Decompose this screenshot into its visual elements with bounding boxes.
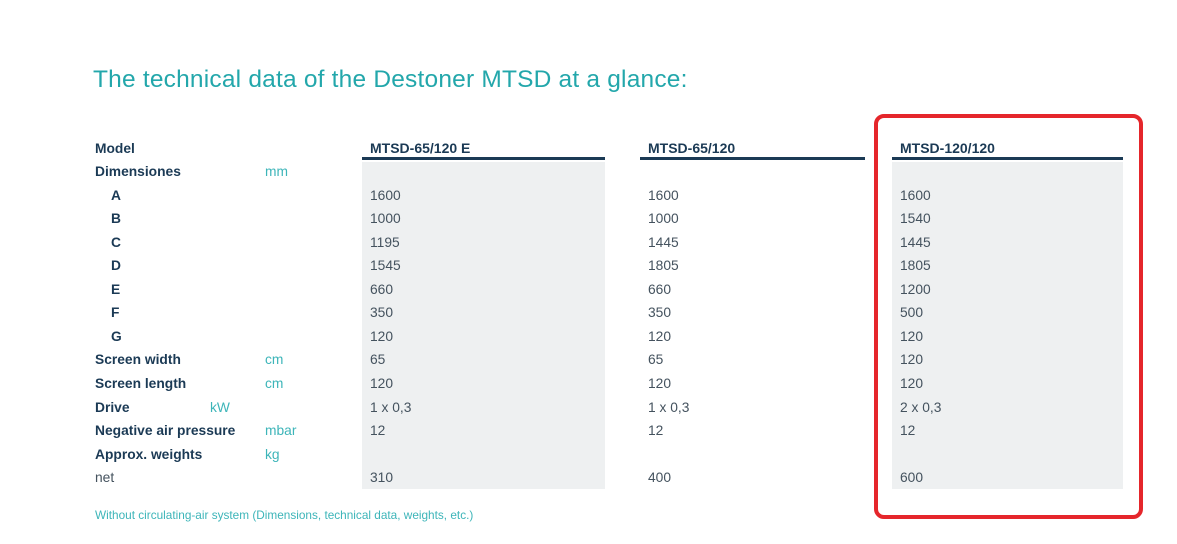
table-row-label: net	[95, 466, 365, 490]
value-cell: 660	[370, 281, 394, 297]
table-row-label: Screen width cm	[95, 348, 365, 372]
value-cell: 120	[370, 376, 394, 391]
column-header: MTSD-120/120	[900, 140, 995, 156]
table-row-label: Screen length cm	[95, 372, 365, 396]
column-shading	[892, 162, 1123, 489]
table-row-label: Drive kW	[95, 395, 365, 419]
table-row-label: Approx. weights kg	[95, 442, 365, 466]
unit-label: cm	[265, 376, 284, 391]
value-cell: 1600	[370, 187, 401, 203]
row-label: net	[95, 470, 115, 486]
row-label: Dimensiones	[95, 164, 181, 180]
value-cell: 1805	[900, 258, 931, 274]
value-cell: 120	[900, 352, 924, 368]
page-title: The technical data of the Destoner MTSD …	[93, 66, 688, 93]
table-row-label: F	[95, 301, 365, 325]
unit-label: kg	[265, 446, 280, 462]
table-row-label: C	[95, 230, 365, 254]
value-cell: 1000	[370, 211, 401, 227]
value-cell: 65	[648, 352, 664, 368]
value-cell: 2 x 0,3	[900, 399, 942, 415]
table-row-label: E	[95, 277, 365, 301]
highlight-box	[874, 114, 1143, 519]
value-cell: 1600	[648, 187, 679, 203]
value-cell: 12	[900, 423, 916, 439]
table-row-label: Dimensiones mm	[95, 160, 365, 184]
unit-label: mm	[265, 164, 288, 180]
value-cell: 120	[648, 328, 672, 344]
column-header-underline	[362, 157, 605, 160]
row-label: G	[111, 328, 122, 344]
value-cell: 1600	[900, 187, 931, 203]
value-cell: 1 x 0,3	[648, 399, 690, 415]
column-header: MTSD-65/120 E	[370, 140, 471, 156]
value-cell: 120	[900, 328, 924, 344]
column-header-underline	[892, 157, 1123, 160]
table-row-label: Negative air pressure mbar	[95, 419, 365, 443]
value-cell: 1195	[370, 234, 400, 250]
row-header-model: Model	[95, 140, 135, 156]
value-cell: 400	[648, 470, 672, 486]
row-label: Approx. weights	[95, 446, 203, 462]
value-cell: 1540	[900, 211, 931, 227]
value-cell: 1545	[370, 258, 401, 274]
row-label: C	[111, 234, 121, 250]
value-cell: 120	[900, 376, 924, 391]
value-cell: 500	[900, 305, 924, 321]
value-cell: 1805	[648, 258, 679, 274]
footnote: Without circulating-air system (Dimensio…	[95, 508, 474, 522]
value-cell: 350	[648, 305, 672, 321]
row-label: Drive	[95, 399, 130, 415]
row-label: Negative air pressure	[95, 423, 236, 439]
unit-label: mbar	[265, 423, 297, 439]
value-cell: 1445	[648, 234, 679, 250]
row-label: D	[111, 258, 121, 274]
table-row-label: G	[95, 324, 365, 348]
value-cell: 350	[370, 305, 394, 321]
row-label: B	[111, 211, 121, 227]
row-label: E	[111, 281, 121, 297]
value-cell: 65	[370, 352, 386, 368]
value-cell: 1445	[900, 234, 931, 250]
value-cell: 120	[370, 328, 394, 344]
column-header: MTSD-65/120	[648, 140, 736, 156]
value-cell: 12	[648, 423, 664, 439]
table-row-label: A	[95, 183, 365, 207]
value-cell: 12	[370, 423, 386, 439]
unit-label: cm	[265, 352, 284, 368]
column-header-underline	[640, 157, 865, 160]
unit-label: kW	[210, 399, 230, 415]
row-label: Screen length	[95, 376, 187, 391]
row-label: A	[111, 187, 121, 203]
table-row-label: D	[95, 254, 365, 278]
row-label: Screen width	[95, 352, 181, 368]
table-row-label: B	[95, 207, 365, 231]
value-cell: 1200	[900, 281, 931, 297]
value-cell: 600	[900, 470, 924, 486]
row-label: F	[111, 305, 120, 321]
value-cell: 310	[370, 470, 394, 486]
column-shading	[362, 162, 605, 489]
value-cell: 1 x 0,3	[370, 399, 412, 415]
value-cell: 1000	[648, 211, 679, 227]
value-cell: 660	[648, 281, 672, 297]
value-cell: 120	[648, 376, 672, 391]
